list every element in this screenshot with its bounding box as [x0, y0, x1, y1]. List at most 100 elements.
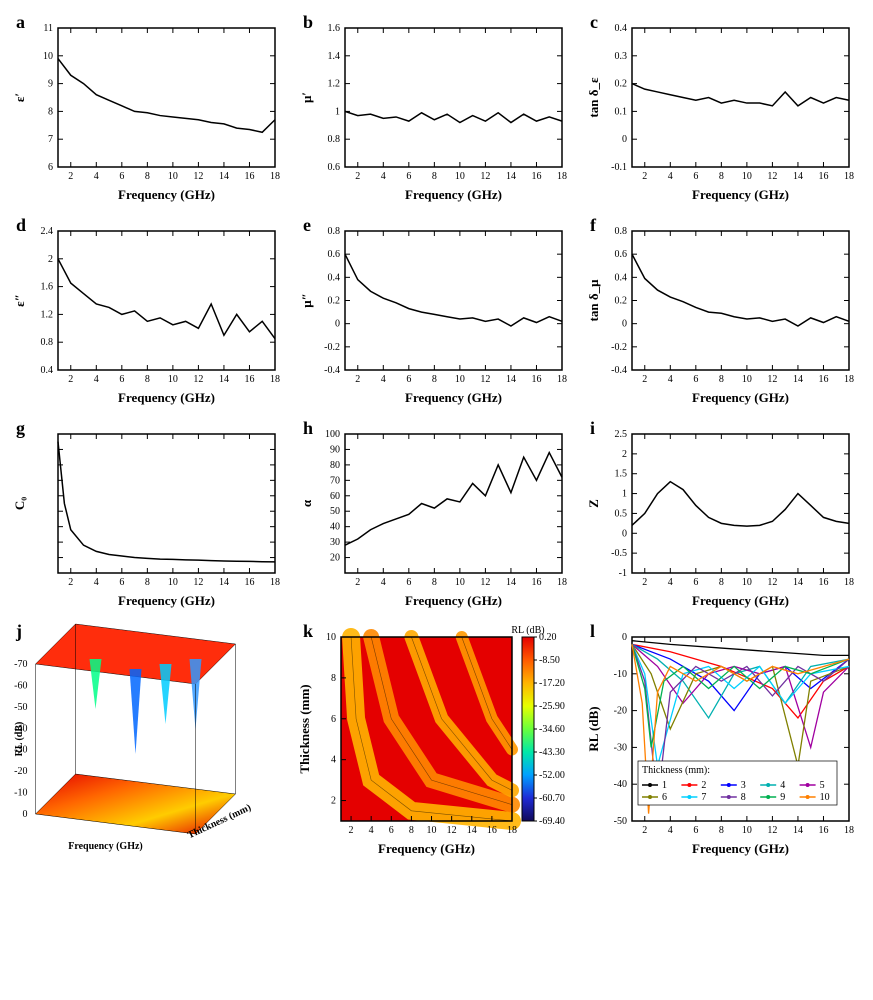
svg-text:100: 100 — [325, 429, 340, 440]
svg-text:14: 14 — [793, 171, 803, 182]
svg-text:-40: -40 — [614, 779, 627, 790]
svg-text:8: 8 — [741, 792, 746, 803]
panel-h: h246810121416182030405060708090100Freque… — [297, 416, 576, 611]
svg-text:-34.60: -34.60 — [539, 724, 565, 735]
svg-text:18: 18 — [270, 171, 280, 182]
svg-text:6: 6 — [693, 577, 698, 588]
svg-text:μ′: μ′ — [299, 92, 314, 103]
svg-text:1: 1 — [662, 780, 667, 791]
svg-text:14: 14 — [506, 577, 516, 588]
svg-text:-20: -20 — [614, 706, 627, 717]
svg-text:16: 16 — [487, 825, 497, 836]
svg-text:9: 9 — [780, 792, 785, 803]
panel-f: f24681012141618-0.4-0.200.20.40.60.8Freq… — [584, 213, 863, 408]
svg-text:1.2: 1.2 — [41, 309, 54, 320]
svg-text:-10: -10 — [14, 788, 27, 799]
svg-text:16: 16 — [531, 374, 541, 385]
svg-text:7: 7 — [48, 134, 53, 145]
svg-text:0.4: 0.4 — [615, 272, 628, 283]
svg-text:-25.90: -25.90 — [539, 701, 565, 712]
svg-text:10: 10 — [168, 577, 178, 588]
svg-text:18: 18 — [270, 374, 280, 385]
panel-c: c24681012141618-0.100.10.20.30.4Frequenc… — [584, 10, 863, 205]
svg-text:0.3: 0.3 — [615, 51, 628, 62]
svg-text:10: 10 — [455, 171, 465, 182]
svg-text:14: 14 — [219, 374, 229, 385]
svg-text:Frequency (GHz): Frequency (GHz) — [118, 187, 215, 202]
svg-text:11: 11 — [43, 23, 53, 34]
svg-text:2: 2 — [701, 780, 706, 791]
svg-text:8: 8 — [145, 374, 150, 385]
svg-text:6: 6 — [119, 577, 124, 588]
svg-text:20: 20 — [330, 553, 340, 564]
svg-text:8: 8 — [719, 577, 724, 588]
svg-text:-70: -70 — [14, 659, 27, 670]
svg-text:14: 14 — [219, 171, 229, 182]
chart-e: 24681012141618-0.4-0.200.20.40.60.8Frequ… — [297, 213, 572, 408]
svg-text:-1: -1 — [619, 568, 627, 579]
svg-text:4: 4 — [94, 171, 99, 182]
svg-text:Frequency (GHz): Frequency (GHz) — [405, 593, 502, 608]
svg-text:tan δ_ε: tan δ_ε — [586, 77, 601, 118]
panel-b: b246810121416180.60.811.21.41.6Frequency… — [297, 10, 576, 205]
svg-text:0.1: 0.1 — [615, 106, 628, 117]
panel-label-j: j — [16, 621, 22, 642]
svg-text:2.5: 2.5 — [615, 429, 628, 440]
svg-text:6: 6 — [119, 374, 124, 385]
panel-label-l: l — [590, 621, 595, 642]
svg-text:0: 0 — [622, 632, 627, 643]
svg-text:0.6: 0.6 — [328, 249, 341, 260]
svg-text:10: 10 — [326, 632, 336, 643]
svg-text:18: 18 — [844, 171, 854, 182]
panel-label-f: f — [590, 215, 596, 236]
svg-text:α: α — [299, 499, 314, 507]
svg-text:Frequency (GHz): Frequency (GHz) — [118, 593, 215, 608]
svg-text:-0.4: -0.4 — [324, 365, 340, 376]
svg-text:14: 14 — [793, 825, 803, 836]
svg-text:6: 6 — [48, 162, 53, 173]
svg-text:14: 14 — [793, 577, 803, 588]
svg-text:-43.30: -43.30 — [539, 747, 565, 758]
svg-text:Frequency (GHz): Frequency (GHz) — [405, 390, 502, 405]
panel-e: e24681012141618-0.4-0.200.20.40.60.8Freq… — [297, 213, 576, 408]
svg-text:4: 4 — [668, 577, 673, 588]
svg-text:12: 12 — [767, 374, 777, 385]
svg-text:1.6: 1.6 — [41, 282, 54, 293]
chart-f: 24681012141618-0.4-0.200.20.40.60.8Frequ… — [584, 213, 859, 408]
svg-text:2: 2 — [68, 577, 73, 588]
svg-text:4: 4 — [381, 577, 386, 588]
svg-text:16: 16 — [531, 577, 541, 588]
svg-text:-20: -20 — [14, 766, 27, 777]
panel-k: k24681012141618246810Frequency (GHz)Thic… — [297, 619, 576, 859]
svg-text:2: 2 — [48, 254, 53, 265]
svg-text:1.5: 1.5 — [615, 469, 628, 480]
svg-text:0.5: 0.5 — [615, 508, 628, 519]
svg-text:-0.1: -0.1 — [611, 162, 627, 173]
svg-text:1: 1 — [622, 489, 627, 500]
svg-text:8: 8 — [719, 825, 724, 836]
svg-text:Frequency (GHz): Frequency (GHz) — [692, 390, 789, 405]
svg-text:90: 90 — [330, 444, 340, 455]
chart-d: 246810121416180.40.81.21.622.4Frequency … — [10, 213, 285, 408]
svg-text:8: 8 — [331, 673, 336, 684]
svg-text:0: 0 — [622, 134, 627, 145]
svg-text:18: 18 — [844, 577, 854, 588]
svg-text:8: 8 — [432, 374, 437, 385]
chart-k: 24681012141618246810Frequency (GHz)Thick… — [297, 619, 572, 859]
svg-text:16: 16 — [531, 171, 541, 182]
svg-text:14: 14 — [467, 825, 477, 836]
svg-text:4: 4 — [369, 825, 374, 836]
figure-grid: a2468101214161867891011Frequency (GHz)ε′… — [0, 0, 873, 869]
svg-text:8: 8 — [432, 171, 437, 182]
svg-text:12: 12 — [447, 825, 457, 836]
panel-g: g24681012141618Frequency (GHz)C₀ — [10, 416, 289, 611]
svg-text:16: 16 — [244, 171, 254, 182]
svg-text:1: 1 — [335, 106, 340, 117]
svg-text:4: 4 — [94, 577, 99, 588]
panel-label-g: g — [16, 418, 25, 439]
svg-text:-60: -60 — [14, 680, 27, 691]
svg-text:1.4: 1.4 — [328, 51, 341, 62]
svg-text:0.2: 0.2 — [615, 296, 628, 307]
svg-text:-30: -30 — [614, 742, 627, 753]
svg-text:Frequency (GHz): Frequency (GHz) — [692, 187, 789, 202]
